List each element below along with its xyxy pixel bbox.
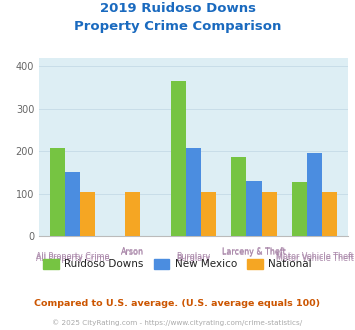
Text: Burglary: Burglary — [176, 254, 211, 263]
Text: All Property Crime: All Property Crime — [36, 254, 109, 263]
Bar — [80, 192, 95, 236]
Bar — [292, 182, 307, 236]
Text: Larceny & Theft: Larceny & Theft — [222, 248, 286, 256]
Bar — [246, 181, 262, 236]
Bar — [322, 192, 337, 236]
Text: Compared to U.S. average. (U.S. average equals 100): Compared to U.S. average. (U.S. average … — [34, 299, 321, 308]
Text: Arson: Arson — [121, 248, 144, 256]
Bar — [171, 81, 186, 236]
Text: Arson: Arson — [121, 248, 144, 256]
Legend: Ruidoso Downs, New Mexico, National: Ruidoso Downs, New Mexico, National — [39, 255, 316, 274]
Text: © 2025 CityRating.com - https://www.cityrating.com/crime-statistics/: © 2025 CityRating.com - https://www.city… — [53, 319, 302, 326]
Text: All Property Crime: All Property Crime — [36, 252, 109, 261]
Bar — [201, 192, 216, 236]
Bar — [262, 192, 277, 236]
Bar — [231, 157, 246, 236]
Text: Burglary: Burglary — [176, 252, 211, 261]
Text: Motor Vehicle Theft: Motor Vehicle Theft — [275, 252, 354, 261]
Text: 2019 Ruidoso Downs: 2019 Ruidoso Downs — [99, 2, 256, 15]
Bar — [125, 192, 141, 236]
Text: Larceny & Theft: Larceny & Theft — [222, 248, 286, 256]
Bar — [307, 153, 322, 236]
Bar — [65, 172, 80, 236]
Bar — [186, 148, 201, 236]
Bar — [50, 148, 65, 236]
Text: Property Crime Comparison: Property Crime Comparison — [74, 20, 281, 33]
Text: Motor Vehicle Theft: Motor Vehicle Theft — [275, 254, 354, 263]
